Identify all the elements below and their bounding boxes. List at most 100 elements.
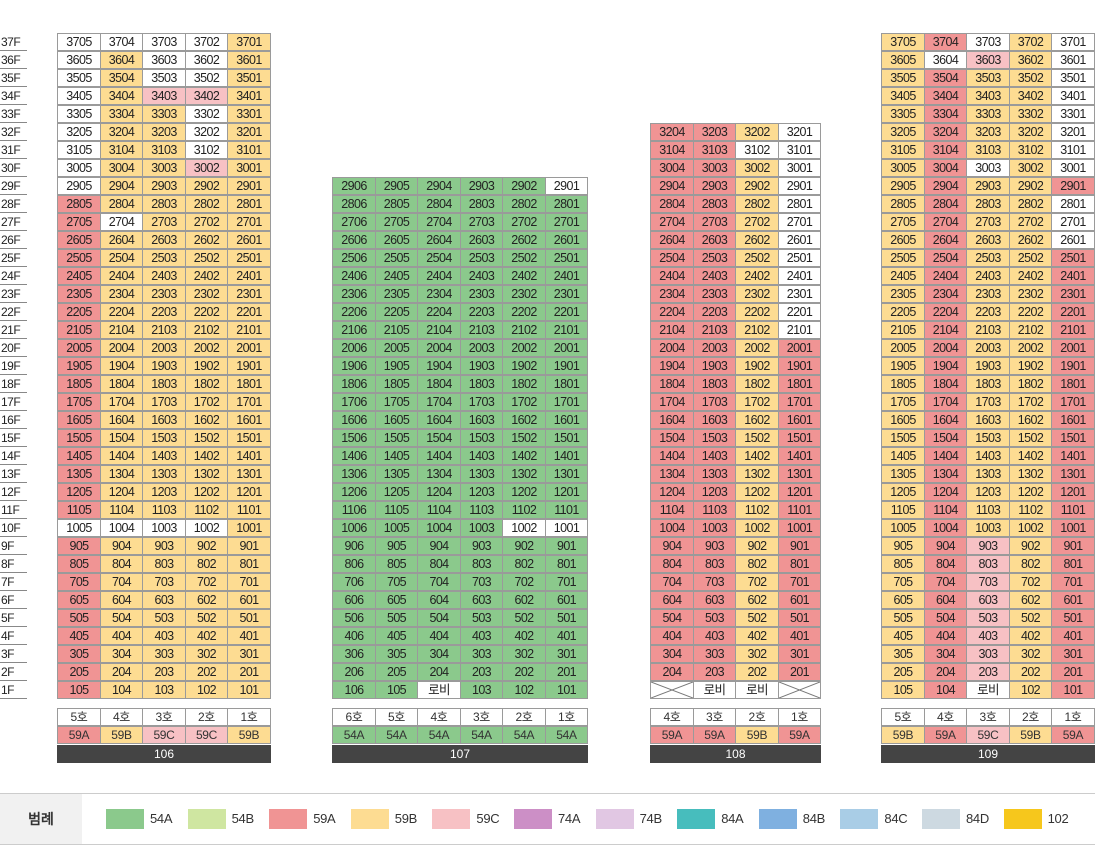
unit-cell[interactable]: 2304 xyxy=(100,285,143,303)
unit-cell[interactable]: 1202 xyxy=(185,483,228,501)
unit-cell[interactable]: 401 xyxy=(545,627,588,645)
unit-cell[interactable]: 1102 xyxy=(735,501,779,519)
unit-cell[interactable]: 905 xyxy=(375,537,418,555)
unit-cell[interactable]: 1703 xyxy=(142,393,186,411)
unit-cell[interactable]: 2201 xyxy=(545,303,588,321)
unit-cell[interactable]: 1102 xyxy=(185,501,228,519)
unit-cell[interactable]: 2904 xyxy=(417,177,461,195)
unit-cell[interactable]: 1701 xyxy=(545,393,588,411)
unit-cell[interactable]: 3005 xyxy=(57,159,101,177)
unit-cell[interactable]: 1502 xyxy=(1009,429,1052,447)
unit-cell[interactable]: 1903 xyxy=(966,357,1010,375)
unit-cell[interactable]: 2101 xyxy=(778,321,821,339)
unit-cell[interactable]: 1002 xyxy=(1009,519,1052,537)
unit-cell[interactable]: 102 xyxy=(185,681,228,699)
unit-cell[interactable]: 1502 xyxy=(735,429,779,447)
unit-cell[interactable]: 3601 xyxy=(227,51,271,69)
unit-cell[interactable]: 302 xyxy=(185,645,228,663)
unit-cell[interactable]: 503 xyxy=(966,609,1010,627)
unit-cell[interactable]: 1101 xyxy=(227,501,271,519)
unit-cell[interactable]: 2404 xyxy=(417,267,461,285)
unit-cell[interactable]: 2701 xyxy=(1051,213,1095,231)
unit-cell[interactable]: 705 xyxy=(57,573,101,591)
unit-cell[interactable]: 2402 xyxy=(735,267,779,285)
unit-cell[interactable]: 804 xyxy=(100,555,143,573)
unit-cell[interactable]: 2805 xyxy=(57,195,101,213)
unit-cell[interactable]: 204 xyxy=(100,663,143,681)
unit-cell[interactable]: 1402 xyxy=(1009,447,1052,465)
unit-cell[interactable]: 3005 xyxy=(881,159,925,177)
unit-cell[interactable]: 401 xyxy=(227,627,271,645)
unit-cell[interactable]: 2802 xyxy=(1009,195,1052,213)
unit-cell[interactable]: 603 xyxy=(966,591,1010,609)
unit-cell[interactable]: 1504 xyxy=(650,429,694,447)
unit-cell[interactable]: 706 xyxy=(332,573,376,591)
unit-cell[interactable]: 1902 xyxy=(185,357,228,375)
unit-cell[interactable]: 501 xyxy=(545,609,588,627)
unit-cell[interactable]: 404 xyxy=(924,627,967,645)
unit-cell[interactable]: 3404 xyxy=(924,87,967,105)
unit-cell[interactable]: 1901 xyxy=(778,357,821,375)
unit-cell[interactable]: 201 xyxy=(1051,663,1095,681)
unit-cell[interactable]: 2905 xyxy=(375,177,418,195)
unit-cell[interactable]: 1803 xyxy=(693,375,736,393)
unit-cell[interactable]: 1404 xyxy=(650,447,694,465)
unit-cell[interactable]: 1304 xyxy=(924,465,967,483)
unit-cell[interactable]: 704 xyxy=(650,573,694,591)
unit-cell[interactable]: 1306 xyxy=(332,465,376,483)
unit-cell[interactable]: 704 xyxy=(417,573,461,591)
unit-cell[interactable]: 3603 xyxy=(142,51,186,69)
unit-cell[interactable]: 1405 xyxy=(375,447,418,465)
unit-cell[interactable]: 3202 xyxy=(735,123,779,141)
unit-cell[interactable]: 2302 xyxy=(735,285,779,303)
unit-cell[interactable]: 1505 xyxy=(57,429,101,447)
unit-cell[interactable]: 1604 xyxy=(417,411,461,429)
unit-cell[interactable]: 305 xyxy=(881,645,925,663)
unit-cell[interactable]: 1301 xyxy=(778,465,821,483)
unit-cell[interactable]: 2801 xyxy=(1051,195,1095,213)
unit-cell[interactable]: 2902 xyxy=(735,177,779,195)
unit-cell[interactable]: 3601 xyxy=(1051,51,1095,69)
unit-cell[interactable]: 1705 xyxy=(57,393,101,411)
unit-cell[interactable]: 1102 xyxy=(502,501,546,519)
unit-cell[interactable]: 2804 xyxy=(650,195,694,213)
unit-cell[interactable]: 402 xyxy=(735,627,779,645)
unit-cell[interactable]: 3505 xyxy=(57,69,101,87)
unit-cell[interactable]: 2302 xyxy=(502,285,546,303)
unit-cell[interactable]: 901 xyxy=(1051,537,1095,555)
unit-cell[interactable]: 2802 xyxy=(185,195,228,213)
unit-cell[interactable]: 2202 xyxy=(502,303,546,321)
unit-cell[interactable]: 2803 xyxy=(460,195,503,213)
unit-cell[interactable]: 2201 xyxy=(227,303,271,321)
unit-cell[interactable]: 802 xyxy=(1009,555,1052,573)
unit-cell[interactable]: 2406 xyxy=(332,267,376,285)
unit-cell[interactable]: 2203 xyxy=(693,303,736,321)
unit-cell[interactable]: 3201 xyxy=(227,123,271,141)
unit-cell[interactable]: 3001 xyxy=(227,159,271,177)
unit-cell[interactable]: 1101 xyxy=(1051,501,1095,519)
unit-cell[interactable]: 2201 xyxy=(778,303,821,321)
unit-cell[interactable]: 1701 xyxy=(1051,393,1095,411)
unit-cell[interactable]: 2503 xyxy=(966,249,1010,267)
unit-cell[interactable]: 1504 xyxy=(100,429,143,447)
unit-cell[interactable]: 2602 xyxy=(185,231,228,249)
unit-cell[interactable]: 403 xyxy=(966,627,1010,645)
unit-cell[interactable]: 2105 xyxy=(57,321,101,339)
unit-cell[interactable]: 2102 xyxy=(1009,321,1052,339)
unit-cell[interactable]: 3304 xyxy=(924,105,967,123)
unit-cell[interactable]: 2504 xyxy=(924,249,967,267)
unit-cell[interactable]: 1402 xyxy=(502,447,546,465)
unit-cell[interactable]: 702 xyxy=(735,573,779,591)
unit-cell[interactable]: 703 xyxy=(966,573,1010,591)
unit-cell[interactable]: 404 xyxy=(100,627,143,645)
unit-cell[interactable]: 1004 xyxy=(924,519,967,537)
unit-cell[interactable]: 904 xyxy=(417,537,461,555)
unit-cell[interactable]: 603 xyxy=(142,591,186,609)
unit-cell[interactable]: 3604 xyxy=(100,51,143,69)
unit-cell[interactable]: 1105 xyxy=(57,501,101,519)
unit-cell[interactable]: 2905 xyxy=(881,177,925,195)
unit-cell[interactable]: 2102 xyxy=(735,321,779,339)
unit-cell[interactable]: 3102 xyxy=(1009,141,1052,159)
unit-cell[interactable]: 1205 xyxy=(375,483,418,501)
unit-cell[interactable]: 1302 xyxy=(185,465,228,483)
